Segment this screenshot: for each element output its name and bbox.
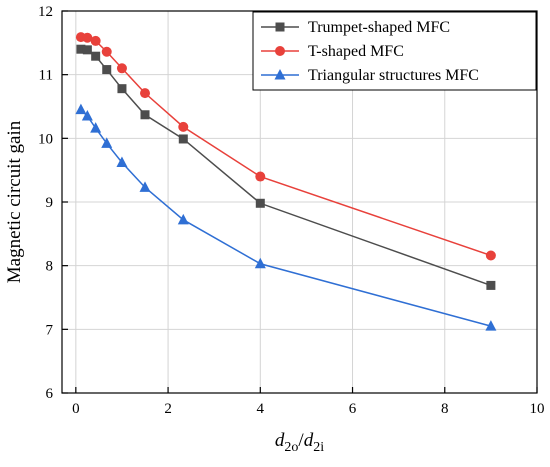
legend-entry: Trumpet-shaped MFC — [261, 19, 450, 36]
axis-ticks: 0 2 4 6 8 10 6 7 8 9 10 11 12 — [38, 4, 545, 417]
data-point — [117, 84, 127, 94]
y-axis-title: Magnetic circuit gain — [4, 120, 25, 283]
x-tick-label: 4 — [257, 401, 265, 417]
x-tick-label: 10 — [530, 401, 545, 417]
data-point — [101, 46, 112, 57]
legend-label: T-shaped MFC — [308, 43, 404, 60]
data-point — [255, 171, 266, 182]
series-1 — [76, 44, 496, 290]
data-point — [116, 156, 128, 168]
data-point — [75, 103, 87, 115]
series-2 — [75, 32, 496, 261]
data-point — [178, 121, 189, 132]
legend-entry: Triangular structures MFC — [261, 67, 479, 84]
x-axis-title-slash: / — [298, 430, 304, 451]
data-point — [485, 250, 496, 261]
legend-marker — [274, 69, 286, 80]
x-axis-title-sub-numerator: 2o — [284, 440, 298, 455]
y-tick-label: 11 — [39, 68, 53, 84]
data-point — [486, 280, 496, 290]
series-3 — [75, 103, 497, 331]
data-point — [178, 134, 188, 144]
x-axis-title-d-denominator: d — [304, 430, 314, 451]
series-group — [75, 32, 497, 331]
data-point — [90, 122, 102, 133]
data-point — [255, 198, 265, 208]
legend-marker — [275, 22, 285, 32]
x-axis-title: d2o/d2i — [275, 430, 324, 455]
x-tick-label: 6 — [349, 401, 357, 417]
y-tick-label: 12 — [38, 4, 53, 20]
data-point — [82, 32, 93, 43]
data-point — [90, 35, 101, 46]
data-point — [177, 213, 189, 225]
legend: Trumpet-shaped MFC T-shaped MFC Triangular… — [252, 11, 537, 91]
data-point — [81, 110, 93, 121]
legend-entry: T-shaped MFC — [261, 43, 404, 60]
x-tick-label: 0 — [72, 401, 80, 417]
data-point — [101, 137, 113, 148]
legend-label: Triangular structures MFC — [308, 67, 479, 84]
legend-box — [252, 11, 537, 91]
legend-label: Trumpet-shaped MFC — [308, 19, 450, 36]
data-point — [82, 45, 92, 55]
data-point — [140, 88, 151, 99]
data-point — [76, 44, 86, 54]
y-tick-label: 7 — [46, 322, 54, 338]
data-point — [139, 181, 151, 192]
data-point — [140, 110, 150, 120]
x-tick-label: 2 — [164, 401, 172, 417]
x-tick-label: 8 — [441, 401, 449, 417]
data-point — [485, 320, 497, 331]
data-point — [102, 65, 112, 75]
y-tick-label: 6 — [46, 386, 54, 402]
x-axis-title-d-numerator: d — [275, 430, 285, 451]
y-tick-label: 8 — [46, 259, 54, 275]
x-axis-title-sub-denominator: 2i — [313, 440, 324, 455]
data-point — [91, 51, 101, 61]
legend-marker — [275, 46, 285, 56]
y-tick-label: 10 — [38, 131, 53, 147]
y-tick-label: 9 — [46, 195, 54, 211]
data-point — [254, 257, 266, 269]
data-point — [116, 63, 127, 74]
